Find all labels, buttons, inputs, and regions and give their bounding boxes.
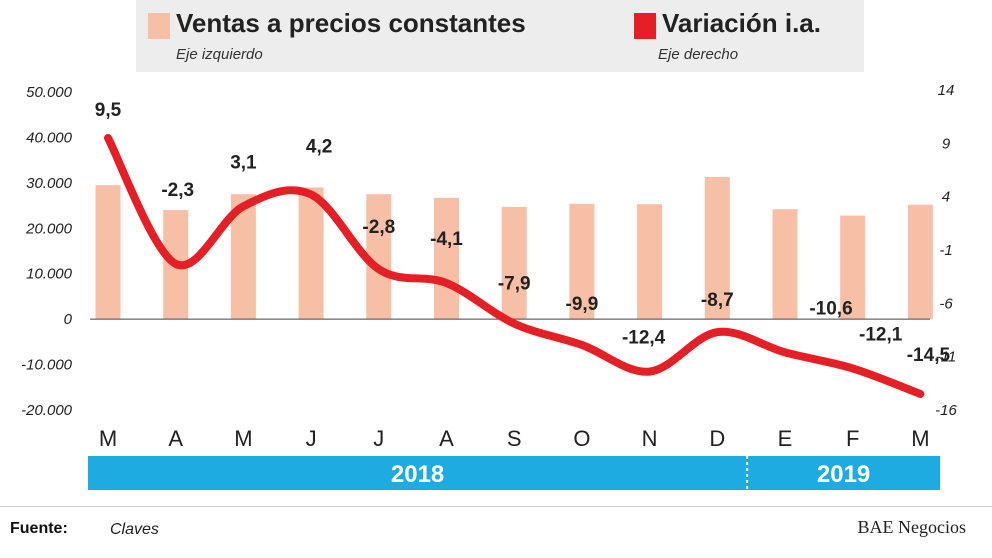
bar xyxy=(501,206,527,320)
x-axis-tick-label: A xyxy=(168,426,183,451)
left-axis-tick-label: -20.000 xyxy=(21,402,73,419)
right-axis-tick-label: 14 xyxy=(938,82,955,99)
x-axis-tick-label: M xyxy=(234,426,252,451)
legend-bars-swatch xyxy=(148,13,170,39)
x-axis-tick-label: E xyxy=(778,426,793,451)
x-axis-tick-label: A xyxy=(439,426,454,451)
x-axis-tick-label: J xyxy=(373,426,384,451)
year-band-label: 2018 xyxy=(391,461,444,488)
line-data-label: -9,9 xyxy=(566,294,599,315)
bar xyxy=(95,185,121,320)
year-band xyxy=(88,456,940,490)
chart: 50.000 40.000 30.000 20.000 10.000 0 -10.000 -2… xyxy=(21,82,957,490)
year-band-label: 2019 xyxy=(817,461,870,488)
x-axis-tick-label: M xyxy=(911,426,929,451)
line-data-label: -10,6 xyxy=(809,298,852,319)
left-axis-tick-label: 20.000 xyxy=(25,220,73,237)
line-data-label: -8,7 xyxy=(701,290,734,311)
line-data-label: -12,4 xyxy=(622,328,666,349)
left-axis-tick-label: 10.000 xyxy=(26,266,73,283)
line-data-label: 3,1 xyxy=(230,152,257,173)
footer-brand: BAE Negocios xyxy=(857,517,966,537)
left-axis-tick-label: 50.000 xyxy=(26,84,73,101)
bar xyxy=(704,176,730,320)
bar xyxy=(298,187,324,320)
line-data-label: 4,2 xyxy=(306,137,332,158)
bar xyxy=(840,215,866,320)
line-data-label: -4,1 xyxy=(430,229,463,250)
legend-line-swatch xyxy=(634,13,656,39)
legend-line-axis-note: Eje derecho xyxy=(658,46,739,63)
x-axis-tick-label: O xyxy=(573,426,590,451)
line-data-label: -7,9 xyxy=(498,274,531,295)
x-axis-tick-label: M xyxy=(99,426,117,451)
right-axis-tick-label: 9 xyxy=(942,135,951,152)
footer-divider xyxy=(0,506,992,507)
left-axis-tick-label: -10.000 xyxy=(21,357,73,374)
line-data-label: -2,3 xyxy=(161,180,194,201)
line-data-label: -12,1 xyxy=(859,324,903,345)
bar xyxy=(772,209,798,320)
right-axis-tick-label: -16 xyxy=(935,402,957,419)
line-data-label: -14,5 xyxy=(907,345,951,366)
legend-line-label: Variación i.a. xyxy=(662,8,821,38)
left-axis-tick-label: 30.000 xyxy=(26,175,73,192)
bar xyxy=(434,197,459,320)
bar xyxy=(637,204,663,320)
x-axis-tick-label: D xyxy=(709,426,725,451)
footer-source-label: Fuente: xyxy=(10,520,68,537)
x-axis-tick-label: J xyxy=(306,426,317,451)
x-axis-tick-label: F xyxy=(846,426,859,451)
right-axis-tick-label: -11 xyxy=(936,349,957,366)
bar xyxy=(569,203,595,320)
variation-line xyxy=(104,134,925,398)
right-axis-tick-label: 4 xyxy=(942,189,950,206)
x-axis-tick-label: S xyxy=(507,426,522,451)
left-axis-tick-label: 0 xyxy=(64,311,73,328)
x-axis-tick-label: N xyxy=(642,426,658,451)
legend-bars-label: Ventas a precios constantes xyxy=(176,8,526,38)
legend: Ventas a precios constantes Eje izquierd… xyxy=(136,0,864,72)
left-axis-tick-label: 40.000 xyxy=(26,129,73,146)
legend-bars-axis-note: Eje izquierdo xyxy=(176,46,263,63)
right-axis-tick-label: -1 xyxy=(939,242,952,259)
line-data-label: 9,5 xyxy=(95,100,122,121)
bar xyxy=(907,204,933,320)
footer-source-value: Claves xyxy=(110,521,159,538)
right-axis-tick-label: -6 xyxy=(939,295,953,312)
line-data-label: -2,8 xyxy=(362,217,395,238)
